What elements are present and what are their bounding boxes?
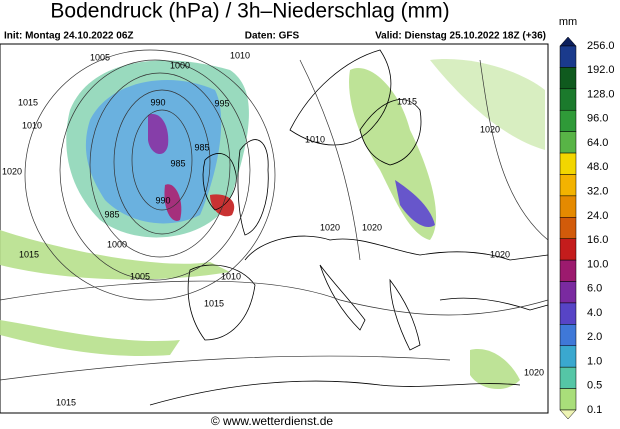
colorbar-label: 0.1: [587, 404, 602, 416]
isobar-label: 1010: [230, 50, 250, 60]
isobar-label: 1020: [320, 222, 340, 232]
footer: © www.wetterdienst.de: [211, 414, 334, 428]
coastlines: [149, 49, 549, 406]
isobar-label: 1020: [524, 367, 544, 377]
colorbar-segment: [559, 195, 577, 218]
legend-unit: mm: [559, 16, 577, 28]
colorbar-segment: [559, 366, 577, 389]
colorbar-cap: [559, 36, 577, 47]
isobar-label: 1015: [19, 249, 39, 259]
data-source: Daten: GFS: [245, 31, 300, 42]
colorbar-label: 96.0: [587, 113, 608, 125]
colorbar-segment: [559, 45, 577, 68]
colorbar-segment: [559, 259, 577, 282]
colorbar-label: 256.0: [587, 40, 615, 52]
isobar-label: 1020: [490, 249, 510, 259]
isobars: [0, 49, 549, 381]
colorbar-label: 0.5: [587, 380, 602, 392]
colorbar-cap: [559, 409, 577, 420]
isobar-label: 990: [155, 195, 170, 205]
colorbar-segment: [559, 88, 577, 111]
isobar-label: 1000: [107, 239, 127, 249]
isobar-label: 1005: [130, 271, 150, 281]
isobar-label: 1015: [397, 96, 417, 106]
colorbar-segment: [559, 217, 577, 239]
isobar-label: 1010: [22, 120, 42, 130]
legend: 256.0 192.0 128.0 96.0 64.0 48.0 32.0 24.0 16.0 1…: [559, 36, 615, 420]
colorbar-segment: [559, 345, 577, 368]
colorbar-segment: [559, 131, 577, 154]
colorbar-segment: [559, 238, 577, 261]
isobar-label: 1005: [90, 52, 110, 62]
title: Bodendruck (hPa) / 3h–Niederschlag (mm): [50, 0, 449, 23]
colorbar-label: 4.0: [587, 307, 602, 319]
colorbar-segment: [559, 67, 577, 90]
valid-time: Valid: Dienstag 25.10.2022 18Z (+36): [375, 31, 546, 42]
isobar-label: 995: [214, 98, 229, 108]
colorbar-label: 64.0: [587, 137, 608, 149]
isobar-label: 990: [150, 97, 165, 107]
precipitation: [0, 59, 545, 390]
colorbar-label: 24.0: [587, 210, 608, 222]
isobar-label: 1020: [362, 222, 382, 232]
colorbar-segment: [559, 109, 577, 132]
isobar-label: 985: [194, 142, 209, 152]
isobar-label: 1010: [305, 134, 325, 144]
colorbar-label: 10.0: [587, 258, 608, 270]
isobar-label: 1015: [56, 397, 76, 407]
colorbar-label: 1.0: [587, 355, 602, 367]
isobar-label: 1015: [204, 298, 224, 308]
isobar-label: 1000: [170, 60, 190, 70]
colorbar-label: 48.0: [587, 161, 608, 173]
colorbar-label: 6.0: [587, 283, 602, 295]
colorbar-label: 16.0: [587, 234, 608, 246]
init-time: Init: Montag 24.10.2022 06Z: [4, 31, 134, 42]
colorbar-segment: [559, 324, 577, 347]
isobar-labels: 1005 1000 1010 990 995 985 985 990 985 1015 1010 10…: [2, 50, 544, 407]
colorbar-label: 192.0: [587, 64, 615, 76]
colorbar-label: 128.0: [587, 88, 615, 100]
isobar-label: 1020: [480, 124, 500, 134]
colorbar-segment: [559, 174, 577, 197]
isobar-label: 985: [170, 158, 185, 168]
colorbar-segment: [559, 302, 577, 325]
colorbar-label: 2.0: [587, 331, 602, 343]
colorbar-label: 32.0: [587, 186, 608, 198]
isobar-label: 1010: [221, 271, 241, 281]
isobar-label: 1015: [18, 97, 38, 107]
isobar-label: 985: [104, 209, 119, 219]
map: [0, 43, 549, 414]
isobar-label: 1020: [2, 166, 22, 176]
colorbar-segment: [559, 152, 577, 175]
colorbar-segment: [559, 281, 577, 304]
colorbar-segment: [559, 388, 577, 411]
